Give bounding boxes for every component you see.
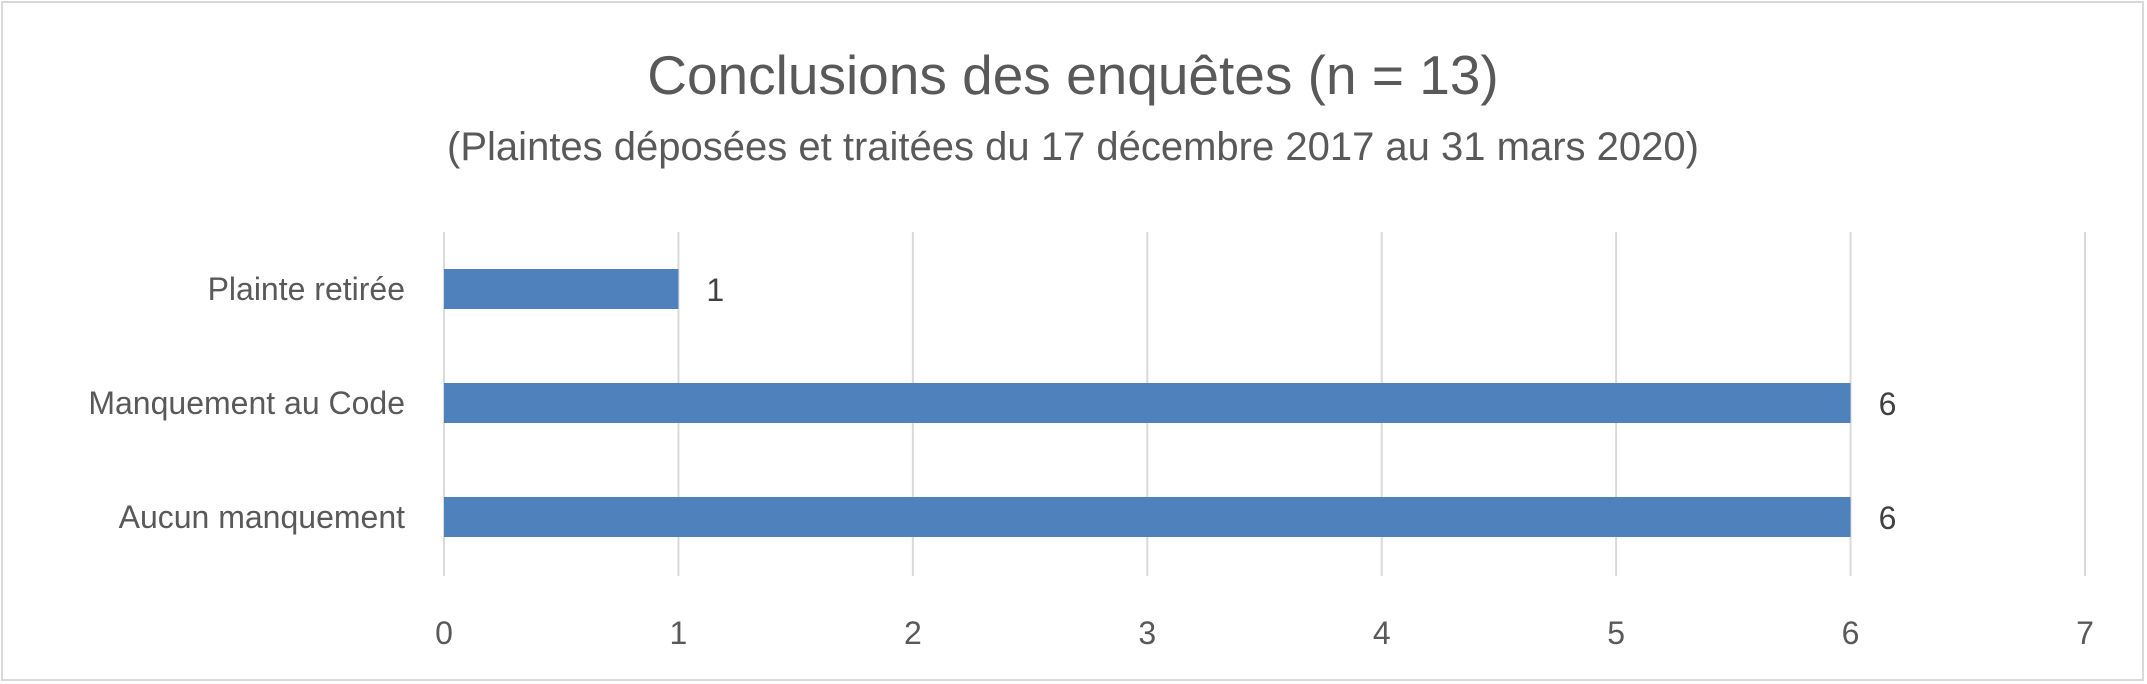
category-label: Manquement au Code bbox=[88, 385, 405, 421]
x-tick-label: 5 bbox=[1607, 615, 1625, 651]
chart-subtitle: (Plaintes déposées et traitées du 17 déc… bbox=[447, 125, 1699, 169]
x-tick-labels: 0 1 2 3 4 5 6 7 bbox=[435, 615, 2094, 651]
x-tick-label: 6 bbox=[1842, 615, 1860, 651]
data-labels: 1 6 6 bbox=[706, 272, 1896, 536]
x-tick-label: 2 bbox=[904, 615, 922, 651]
x-tick-label: 4 bbox=[1373, 615, 1391, 651]
bar bbox=[444, 383, 1851, 423]
x-tick-label: 3 bbox=[1138, 615, 1156, 651]
data-label: 1 bbox=[706, 272, 724, 308]
x-tick-label: 1 bbox=[670, 615, 688, 651]
bar bbox=[444, 497, 1851, 537]
data-label: 6 bbox=[1879, 386, 1897, 422]
category-label: Aucun manquement bbox=[119, 499, 406, 535]
category-label: Plainte retirée bbox=[208, 271, 405, 307]
x-tick-label: 0 bbox=[435, 615, 453, 651]
category-labels: Plainte retirée Manquement au Code Aucun m… bbox=[88, 271, 405, 535]
data-label: 6 bbox=[1879, 500, 1897, 536]
bars bbox=[444, 269, 1851, 537]
chart-title: Conclusions des enquêtes (n = 13) bbox=[647, 44, 1499, 106]
bar bbox=[444, 269, 679, 309]
x-tick-label: 7 bbox=[2076, 615, 2094, 651]
